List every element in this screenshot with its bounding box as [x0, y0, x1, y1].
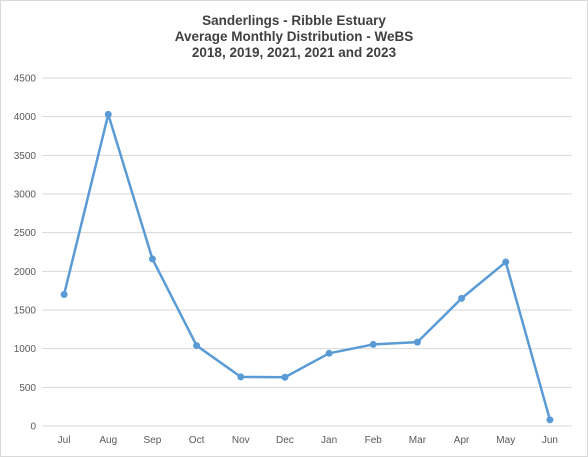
data-point-may — [502, 258, 510, 266]
data-point-mar — [413, 338, 421, 346]
data-point-nov — [237, 373, 245, 381]
x-tick-label: Sep — [144, 435, 162, 446]
gridlines — [42, 77, 572, 427]
data-point-dec — [281, 373, 289, 381]
data-point-jun — [546, 416, 554, 424]
x-tick-label: Feb — [365, 435, 383, 446]
x-tick-label: Oct — [189, 435, 205, 446]
data-point-jan — [325, 349, 333, 357]
data-point-sep — [148, 255, 156, 263]
chart-title: Sanderlings - Ribble Estuary Average Mon… — [0, 13, 588, 61]
y-axis-labels: 0 500 1000 1500 2000 2500 3000 3500 4000 4500 — [14, 74, 37, 433]
chart-title-line-2: Average Monthly Distribution - WeBS — [174, 29, 414, 44]
x-tick-label: Dec — [276, 435, 294, 446]
y-tick-label: 1000 — [14, 344, 37, 355]
x-tick-label: Jan — [321, 435, 337, 446]
x-tick-label: Jun — [542, 435, 558, 446]
data-point-oct — [193, 342, 201, 350]
series-group — [60, 110, 554, 424]
data-point-aug — [104, 110, 112, 118]
data-point-feb — [369, 340, 377, 348]
x-tick-label: May — [496, 435, 515, 446]
y-tick-label: 4500 — [14, 74, 37, 85]
y-tick-label: 1500 — [14, 306, 37, 317]
y-tick-label: 3000 — [14, 190, 37, 201]
y-tick-label: 2500 — [14, 228, 37, 239]
x-tick-label: Nov — [232, 435, 250, 446]
y-tick-label: 4000 — [14, 112, 37, 123]
chart-title-line-3: 2018, 2019, 2021, 2021 and 2023 — [191, 45, 397, 60]
y-tick-label: 0 — [30, 422, 36, 433]
x-tick-label: Aug — [99, 435, 117, 446]
y-tick-label: 3500 — [14, 151, 37, 162]
data-point-jul — [60, 291, 68, 299]
data-point-apr — [458, 294, 466, 302]
series-line — [62, 113, 552, 421]
x-tick-label: Apr — [454, 435, 470, 446]
chart-title-line-1: Sanderlings - Ribble Estuary — [202, 13, 386, 28]
x-tick-label: Mar — [409, 435, 427, 446]
x-axis-labels: Jul Aug Sep Oct Nov Dec Jan Feb Mar Apr May Jun — [58, 435, 558, 446]
y-tick-label: 2000 — [14, 267, 37, 278]
x-tick-label: Jul — [58, 435, 71, 446]
y-tick-label: 500 — [19, 383, 36, 394]
